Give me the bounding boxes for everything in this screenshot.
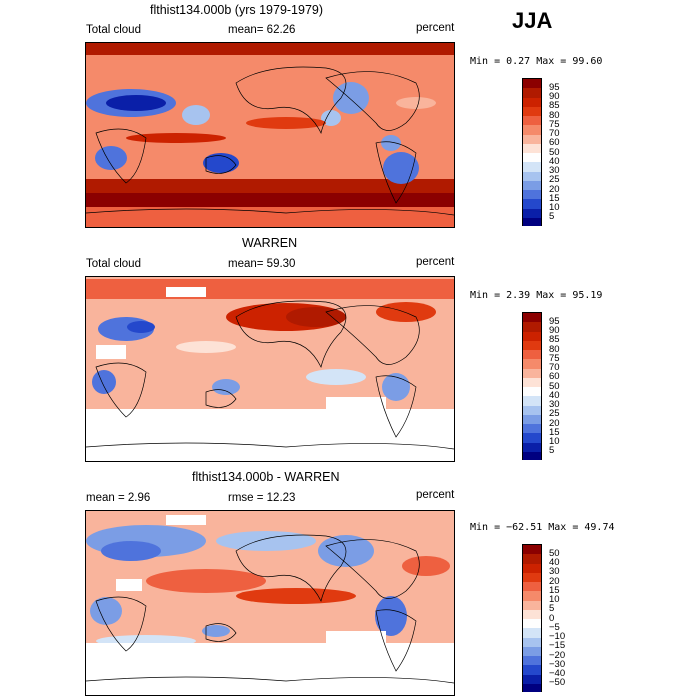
- panel3-colorbar-label: 30: [549, 566, 560, 578]
- panel2-colorbar-label: 15: [549, 426, 560, 438]
- panel2-colorbar-label: 30: [549, 399, 560, 410]
- season-label: JJA: [512, 8, 553, 33]
- panel2-colorbar-label: 70: [549, 362, 560, 373]
- panel1-colorbar-label: 75: [549, 118, 560, 130]
- panel1-colorbar-label: 70: [549, 128, 560, 139]
- panel1-colorbar-label: 60: [549, 137, 560, 149]
- panel3-colorbar-label: 0: [549, 612, 555, 624]
- panel3-units-label: percent: [416, 489, 455, 501]
- panel2-colorbar-label: 25: [549, 408, 560, 420]
- panel2-colorbar-label: 85: [549, 334, 560, 346]
- panel2-colorbar: [522, 312, 542, 460]
- panel3-rmse-label: rmse = 12.23: [228, 492, 296, 504]
- panel3-colorbar-label: −30: [549, 658, 566, 670]
- panel2-colorbar-label: 20: [549, 417, 560, 429]
- panel3-colorbar-label: −10: [549, 631, 566, 642]
- panel3-colorbar-label: −5: [549, 621, 560, 633]
- panel1-title: flthist134.000b (yrs 1979-1979): [150, 3, 324, 17]
- panel1-colorbar-label: 30: [549, 165, 560, 176]
- panel1-colorbar-label: 5: [549, 211, 555, 223]
- panel3-colorbar-label: 5: [549, 603, 555, 615]
- panel2-map: [85, 276, 455, 462]
- panel1-colorbar-label: 95: [549, 81, 560, 93]
- panel1-map: [85, 42, 455, 228]
- panel2-title: WARREN: [242, 236, 298, 250]
- panel2-mean-label: mean= 59.30: [228, 258, 296, 270]
- panel1-colorbar: [522, 78, 542, 226]
- panel3-colorbar: [522, 544, 542, 692]
- panel2-units-label: percent: [416, 256, 455, 268]
- panel3-colorbar-label: 40: [549, 557, 560, 568]
- panel2-colorbar-label: 80: [549, 343, 560, 355]
- panel2-colorbar-label: 10: [549, 436, 560, 447]
- panel3-minmax: Min = −62.51 Max = 49.74: [470, 522, 615, 533]
- panel1-colorbar-label: 40: [549, 155, 560, 167]
- panel2-colorbar-label: 75: [549, 352, 560, 364]
- panel3-colorbar-label: 20: [549, 575, 560, 587]
- panel1-colorbar-label: 90: [549, 91, 560, 102]
- panel3-colorbar-label: 50: [549, 547, 560, 559]
- panel3-colorbar-label: 15: [549, 584, 560, 596]
- panel2-colorbar-label: 60: [549, 371, 560, 383]
- panel3-colorbar-label: −20: [549, 649, 566, 661]
- panel1-colorbar-label: 10: [549, 202, 560, 213]
- panel1-minmax: Min = 0.27 Max = 99.60: [470, 56, 603, 67]
- panel3-mean-label: mean = 2.96: [86, 492, 151, 504]
- panel1-colorbar-label: 80: [549, 109, 560, 121]
- panel2-colorbar-label: 90: [549, 325, 560, 336]
- panel2-colorbar-label: 5: [549, 445, 555, 457]
- panel2-colorbar-label: 50: [549, 380, 560, 392]
- panel1-left-label: Total cloud: [86, 24, 141, 36]
- panel3-colorbar-label: 10: [549, 594, 560, 605]
- panel3-colorbar-label: −15: [549, 640, 566, 652]
- panel2-colorbar-label: 40: [549, 389, 560, 401]
- panel3-colorbar-label: −50: [549, 677, 566, 689]
- panel1-colorbar-label: 50: [549, 146, 560, 158]
- panel1-colorbar-label: 15: [549, 192, 560, 204]
- panel3-map: [85, 510, 455, 696]
- panel3-colorbar-label: −40: [549, 668, 566, 679]
- panel1-colorbar-label: 20: [549, 183, 560, 195]
- panel1-colorbar-label: 25: [549, 174, 560, 186]
- panel2-minmax: Min = 2.39 Max = 95.19: [470, 290, 603, 301]
- panel1-mean-label: mean= 62.26: [228, 24, 296, 36]
- panel2-left-label: Total cloud: [86, 258, 141, 270]
- panel1-units-label: percent: [416, 22, 455, 34]
- panel2-colorbar-label: 95: [549, 315, 560, 327]
- panel3-title: flthist134.000b - WARREN: [192, 470, 340, 484]
- panel1-colorbar-label: 85: [549, 100, 560, 112]
